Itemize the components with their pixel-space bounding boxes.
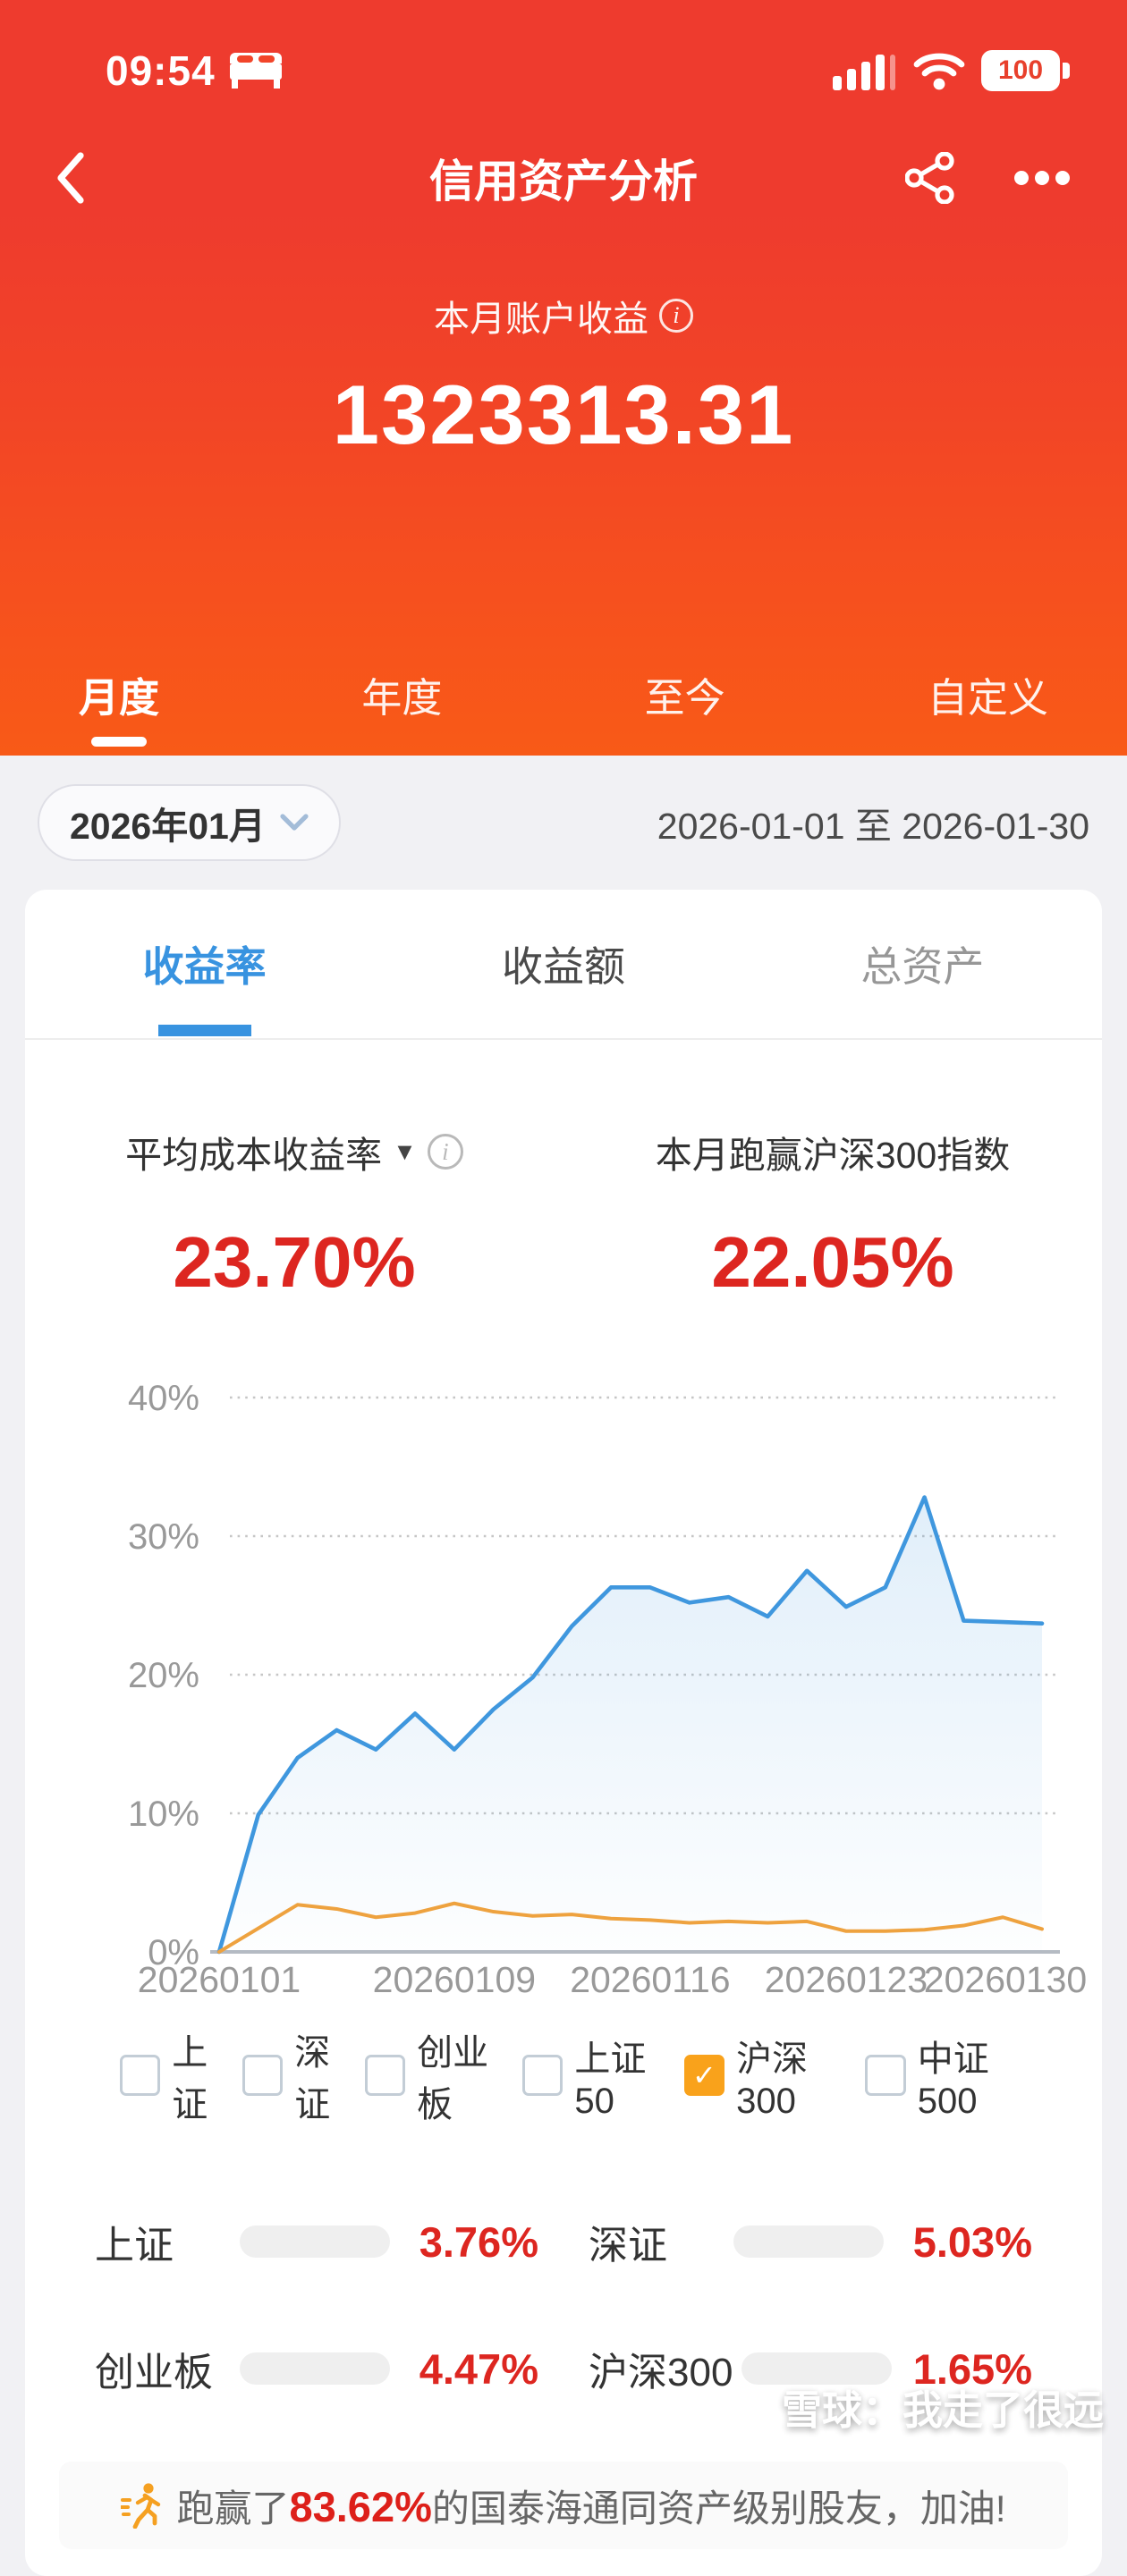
stat-hushen300: 沪深300 1.65% (589, 2344, 1032, 2395)
monthly-return-label-row: 本月账户收益 i (0, 290, 1127, 342)
battery-percent: 100 (997, 55, 1044, 85)
wifi-icon (913, 53, 965, 90)
watermark-text: 雪球：我走了很远 (781, 2387, 1104, 2433)
checkbox-icon[interactable]: ✓ (364, 2055, 406, 2096)
avg-cost-return-metric: 平均成本收益率 ▼ i 23.70% (25, 1125, 564, 1304)
date-selector-row: 2026年01月 2026-01-01 至 2026-01-30 (0, 756, 1127, 890)
tab-return-amount[interactable]: 收益额 (501, 943, 625, 990)
period-tabs: 月度 年度 至今 自定义 (0, 665, 1127, 756)
tab-return-rate[interactable]: 收益率 (143, 934, 267, 993)
tab-total-assets[interactable]: 总资产 (860, 943, 985, 990)
encouragement-banner: 跑赢了83.62%的国泰海通同资产级别股友，加油! (59, 2462, 1068, 2549)
legend-item-zhongzheng500[interactable]: ✓ 中证500 (865, 2030, 1046, 2122)
sleep-mode-bed-icon (229, 53, 282, 89)
share-icon[interactable] (905, 152, 955, 204)
banner-text: 跑赢了83.62%的国泰海通同资产级别股友，加油! (176, 2482, 1006, 2530)
info-icon[interactable]: i (659, 299, 693, 333)
svg-text:30%: 30% (128, 1517, 199, 1557)
tab-custom[interactable]: 自定义 (927, 675, 1048, 721)
date-range-text: 2026-01-01 至 2026-01-30 (657, 806, 1089, 847)
beat-index-value: 22.05% (711, 1222, 954, 1302)
clock: 09:54 (106, 47, 216, 94)
back-icon[interactable] (55, 152, 86, 204)
svg-text:20260123: 20260123 (765, 1959, 928, 1997)
stat-shenzheng: 深证 5.03% (589, 2217, 1032, 2268)
beat-index-metric: 本月跑赢沪深300指数 22.05% (564, 1125, 1102, 1304)
more-icon[interactable] (1013, 169, 1072, 187)
month-picker-button[interactable]: 2026年01月 (38, 784, 341, 861)
svg-text:20260130: 20260130 (924, 1959, 1087, 1997)
info-icon[interactable]: i (427, 1134, 463, 1170)
tab-monthly[interactable]: 月度 (79, 665, 159, 756)
legend-item-chuangyeban[interactable]: ✓ 创业板 (364, 2023, 522, 2127)
chart-container: 40% 30% 20% 10% 0% 20260101 20260109 20260116 20… (25, 1330, 1102, 1997)
svg-text:0%: 0% (148, 1933, 199, 1972)
cellular-signal-icon (833, 55, 895, 90)
progress-bar (240, 2352, 390, 2385)
metric-tabs: 收益率 收益额 总资产 (25, 890, 1102, 1040)
legend-item-shangzheng50[interactable]: ✓ 上证50 (522, 2030, 684, 2122)
avg-cost-return-label: 平均成本收益率 (125, 1135, 383, 1176)
xueqiu-watermark: 雪球：我走了很远 (723, 2378, 1104, 2436)
stat-chuangyeban: 创业板 4.47% (95, 2344, 538, 2395)
monthly-return-value: 1323313.31 (332, 367, 795, 461)
status-bar: 09:54 (0, 0, 1127, 95)
checkbox-icon[interactable]: ✓ (242, 2055, 284, 2096)
stat-shangzheng: 上证 3.76% (95, 2217, 538, 2268)
chevron-down-icon (280, 814, 309, 831)
beat-percent: 83.62% (289, 2482, 432, 2530)
battery-icon: 100 (981, 50, 1070, 91)
header-hero: 09:54 (0, 0, 1127, 756)
caret-down-icon[interactable]: ▼ (393, 1137, 417, 1165)
status-right: 100 (833, 50, 1070, 91)
status-left: 09:54 (106, 46, 282, 95)
return-chart: 40% 30% 20% 10% 0%20260101 20260109 20260116 20… (128, 1379, 1087, 1997)
svg-text:10%: 10% (128, 1795, 199, 1834)
progress-bar (733, 2225, 884, 2258)
page-title: 信用资产分析 (429, 156, 698, 207)
xueqiu-logo-icon (723, 2384, 769, 2429)
analysis-card: 收益率 收益额 总资产 平均成本收益率 ▼ i 23.70% 本月跑赢沪深300… (25, 890, 1102, 2576)
beat-index-label: 本月跑赢沪深300指数 (655, 1135, 1011, 1176)
checkbox-icon[interactable]: ✓ (120, 2055, 161, 2096)
legend-item-shangzheng[interactable]: ✓ 上证 (120, 2023, 242, 2127)
avg-cost-return-value: 23.70% (173, 1222, 416, 1302)
svg-text:20260109: 20260109 (373, 1959, 536, 1997)
legend-item-shenzheng[interactable]: ✓ 深证 (242, 2023, 365, 2127)
checkbox-icon[interactable]: ✓ (865, 2055, 906, 2096)
legend-item-hushen300[interactable]: ✓ 沪深300 (683, 2030, 866, 2122)
index-performance-grid: 上证 3.76% 深证 5.03% 创业板 4.47% 沪深300 1.65% (25, 2213, 1102, 2397)
credit-asset-analysis-page: { "status_bar": { "time": "09:54", "batt… (0, 0, 1127, 2446)
svg-text:20260101: 20260101 (138, 1959, 301, 1997)
tab-to-date[interactable]: 至今 (644, 675, 725, 721)
tab-yearly[interactable]: 年度 (361, 675, 443, 721)
svg-text:20%: 20% (128, 1656, 199, 1695)
monthly-return-label: 本月账户收益 (434, 300, 648, 339)
checkbox-icon[interactable]: ✓ (683, 2055, 725, 2096)
progress-bar (240, 2225, 390, 2258)
metric-summary: 平均成本收益率 ▼ i 23.70% 本月跑赢沪深300指数 22.05% (25, 1040, 1102, 1304)
svg-text:40%: 40% (128, 1379, 199, 1418)
index-legend: ✓ 上证 ✓ 深证 ✓ 创业板 ✓ 上证50 ✓ 沪深300 ✓ 中证500 (25, 2023, 1102, 2127)
svg-text:20260116: 20260116 (570, 1959, 730, 1997)
nav-bar: 信用资产分析 (0, 120, 1127, 236)
progress-bar (741, 2352, 893, 2385)
checkbox-icon[interactable]: ✓ (522, 2055, 564, 2096)
runner-icon (121, 2483, 161, 2529)
month-picker-label: 2026年01月 (70, 806, 266, 847)
